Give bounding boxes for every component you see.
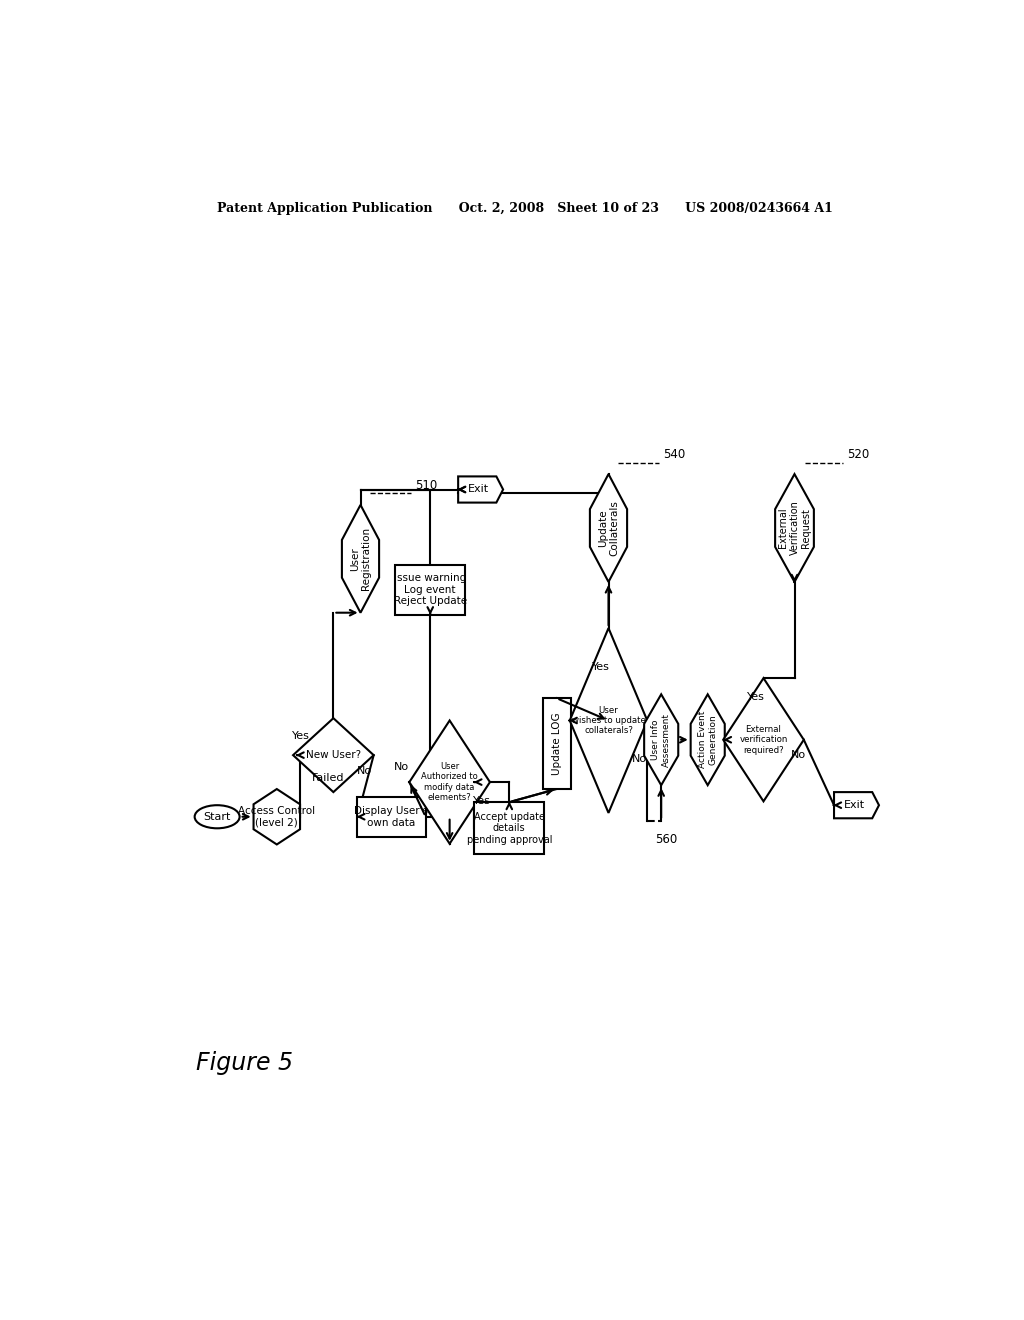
- Text: Start: Start: [204, 812, 230, 822]
- Text: 560: 560: [655, 833, 677, 846]
- Polygon shape: [775, 474, 814, 582]
- Text: Display User's
own data: Display User's own data: [354, 807, 428, 828]
- Text: User Info
Assessment: User Info Assessment: [651, 713, 671, 767]
- Polygon shape: [569, 628, 647, 813]
- Text: Update
Collaterals: Update Collaterals: [598, 500, 620, 556]
- Text: External
Verification
Request: External Verification Request: [778, 500, 811, 556]
- Ellipse shape: [195, 805, 240, 829]
- Polygon shape: [410, 721, 489, 843]
- Text: External
verification
required?: External verification required?: [739, 725, 787, 755]
- Text: User
Authorized to
modify data
elements?: User Authorized to modify data elements?: [421, 762, 478, 803]
- Text: Exit: Exit: [468, 484, 488, 495]
- Text: Figure 5: Figure 5: [197, 1051, 293, 1076]
- Polygon shape: [723, 678, 804, 801]
- Text: Yes: Yes: [592, 661, 609, 672]
- Bar: [357, 797, 426, 837]
- Text: Exit: Exit: [844, 800, 864, 810]
- Text: Failed: Failed: [311, 774, 344, 783]
- Text: No: No: [356, 766, 372, 776]
- Bar: [543, 698, 570, 789]
- Text: New User?: New User?: [306, 750, 360, 760]
- Polygon shape: [644, 694, 678, 785]
- Polygon shape: [254, 789, 300, 845]
- Text: Yes: Yes: [746, 693, 765, 702]
- Polygon shape: [342, 506, 379, 612]
- Text: Issue warning
Log event
Reject Update: Issue warning Log event Reject Update: [393, 573, 467, 606]
- Text: 520: 520: [847, 449, 869, 462]
- Text: No: No: [791, 750, 806, 760]
- Bar: [395, 565, 465, 615]
- Text: No: No: [632, 754, 647, 764]
- Text: 510: 510: [415, 479, 437, 492]
- Polygon shape: [834, 792, 879, 818]
- Polygon shape: [690, 694, 725, 785]
- Text: Yes: Yes: [473, 796, 492, 807]
- Bar: [474, 803, 544, 854]
- Text: No: No: [394, 762, 410, 772]
- Text: User
Registration: User Registration: [350, 527, 372, 590]
- Polygon shape: [590, 474, 627, 582]
- Text: Accept update
details
pending approval: Accept update details pending approval: [467, 812, 552, 845]
- Polygon shape: [293, 718, 374, 792]
- Text: User
wishes to update
collaterals?: User wishes to update collaterals?: [571, 706, 645, 735]
- Text: 540: 540: [663, 449, 685, 462]
- Text: Update LOG: Update LOG: [552, 713, 561, 775]
- Text: Patent Application Publication      Oct. 2, 2008   Sheet 10 of 23      US 2008/0: Patent Application Publication Oct. 2, 2…: [217, 202, 833, 215]
- Text: Access Control
(level 2): Access Control (level 2): [239, 807, 315, 828]
- Polygon shape: [458, 477, 503, 503]
- Text: Yes: Yes: [292, 731, 310, 741]
- Text: Action Event
Generation: Action Event Generation: [698, 711, 718, 768]
